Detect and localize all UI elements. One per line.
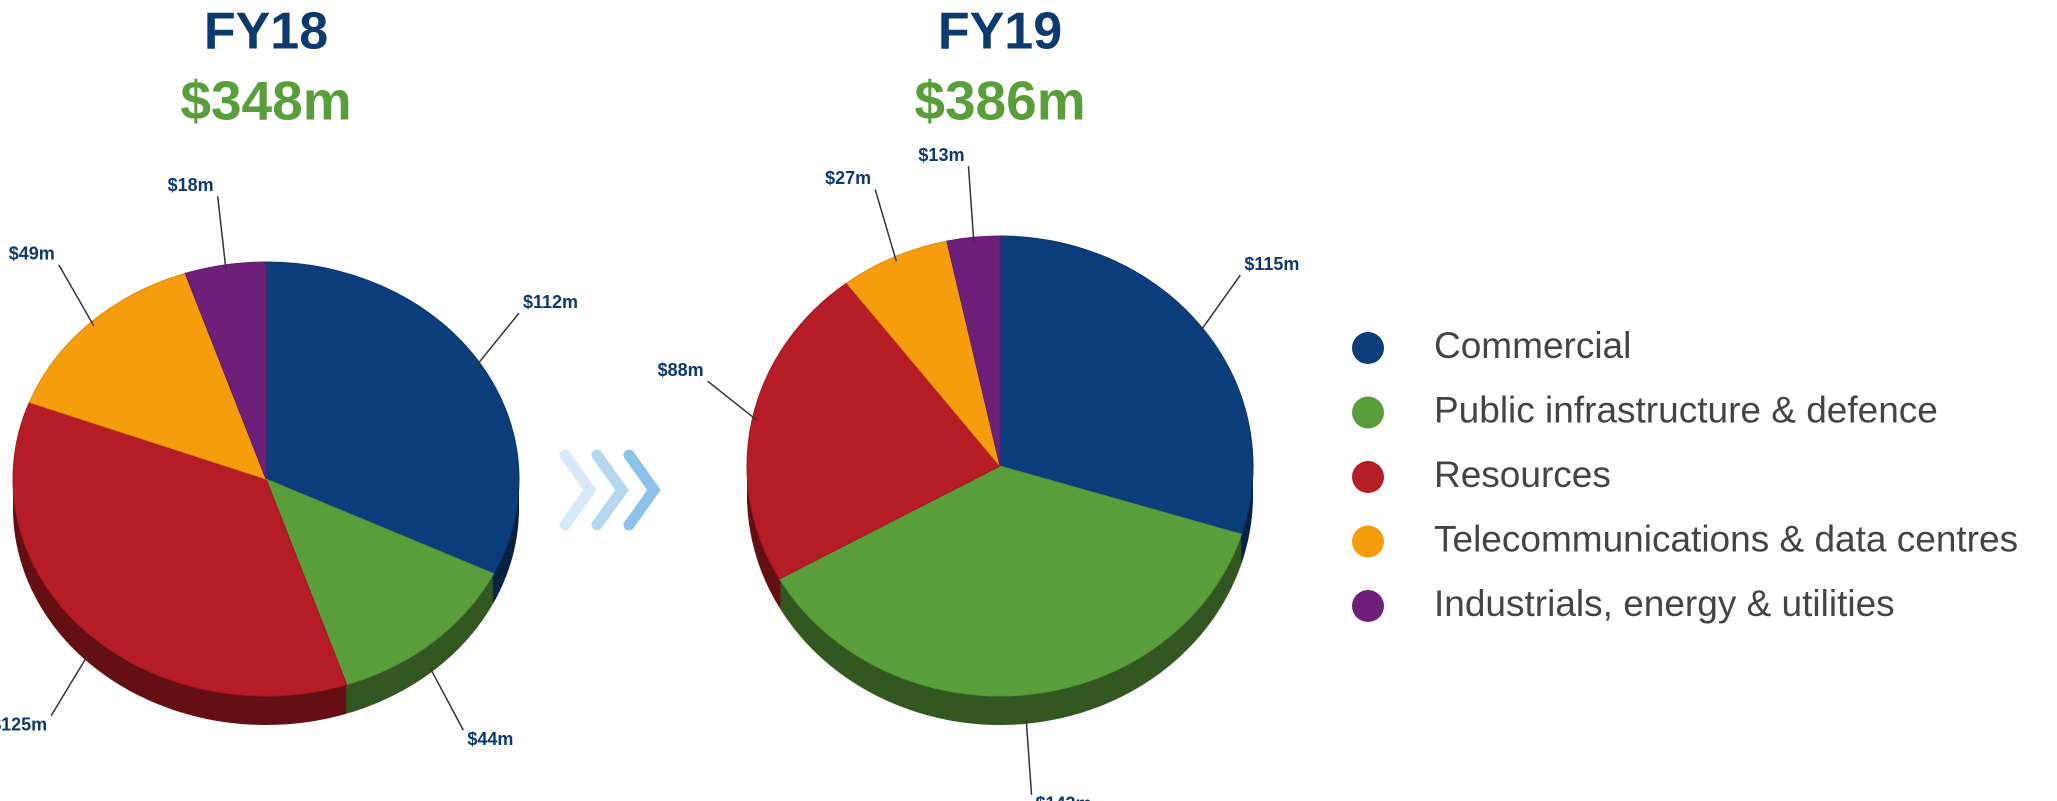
legend-label: Commercial	[1434, 325, 1631, 366]
leader-line	[874, 189, 898, 262]
chart-subtitle: $348m	[180, 70, 351, 132]
value-label: $27m	[825, 168, 871, 188]
slice	[12, 401, 348, 697]
legend-label: Resources	[1434, 454, 1611, 495]
leader-line	[707, 380, 758, 422]
chevrons	[559, 449, 661, 531]
leader-line	[967, 166, 975, 242]
legend-marker	[1352, 396, 1384, 429]
slice	[28, 272, 267, 480]
chart-title: FY19	[938, 3, 1062, 61]
slice	[778, 465, 1243, 697]
value-label: $88m	[658, 360, 704, 380]
slice	[265, 478, 495, 686]
leader-line	[216, 196, 227, 270]
chart-title: FY18	[204, 3, 328, 61]
leader-line	[58, 264, 95, 327]
legend-marker	[1352, 332, 1384, 364]
slice	[746, 282, 1001, 580]
leader-line	[1199, 274, 1241, 333]
value-label: $115m	[1244, 254, 1299, 274]
legend-marker	[1352, 590, 1384, 622]
leader-line	[475, 312, 520, 367]
leader-line	[1025, 719, 1033, 795]
legend-marker	[1352, 461, 1384, 493]
legend-marker	[1352, 525, 1384, 558]
value-label: $112m	[523, 292, 578, 312]
value-label: $44m	[467, 729, 513, 749]
value-label: $143m	[1036, 794, 1092, 801]
value-label: $13m	[918, 145, 964, 165]
value-label: $18m	[168, 175, 214, 195]
value-label: $49m	[9, 243, 55, 263]
legend-label: Telecommunications & data centres	[1434, 518, 2018, 559]
value-label: $125m	[0, 715, 47, 735]
slice	[845, 240, 1001, 467]
slice	[265, 261, 520, 575]
legend-label: Public infrastructure & defence	[1434, 389, 1938, 430]
chart-subtitle: $386m	[914, 70, 1085, 132]
legend-label: Industrials, energy & utilities	[1434, 583, 1895, 624]
leader-line	[429, 667, 465, 731]
leader-line	[50, 655, 89, 717]
slice	[999, 235, 1254, 535]
